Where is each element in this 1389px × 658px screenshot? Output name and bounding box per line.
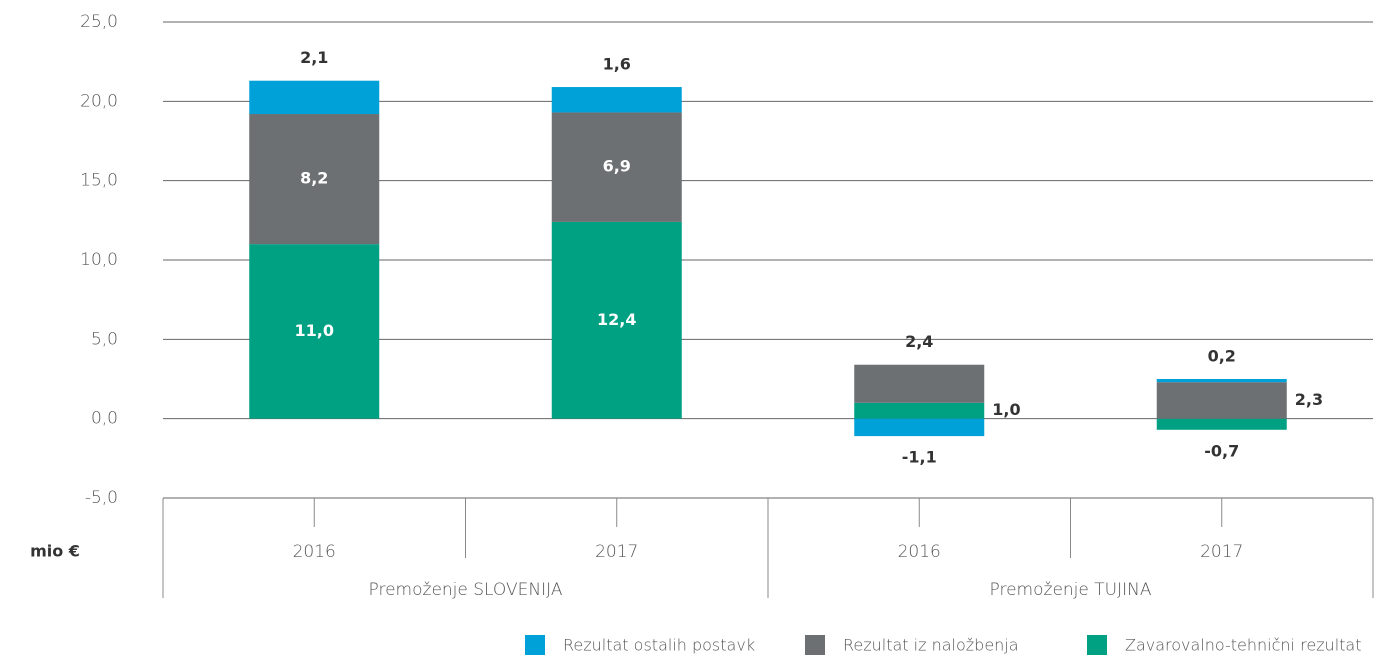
legend-swatch — [805, 635, 825, 655]
legend-swatch — [525, 635, 545, 655]
x-tick-label: 2017 — [595, 542, 638, 562]
bar-segment — [249, 80, 380, 115]
x-tick-label: 2016 — [898, 542, 941, 562]
group-label: Premoženje TUJINA — [990, 580, 1152, 600]
y-tick-label: 5,0 — [91, 329, 118, 349]
y-unit-label: mio € — [30, 542, 80, 561]
x-tick-label: 2017 — [1200, 542, 1243, 562]
data-label: 8,2 — [300, 169, 328, 188]
data-label: 2,3 — [1295, 390, 1323, 409]
y-tick-label: 15,0 — [80, 171, 118, 191]
data-label: 11,0 — [295, 321, 334, 340]
bar-segment — [1156, 379, 1287, 383]
bar-segment — [1156, 418, 1287, 430]
data-label: 0,2 — [1208, 347, 1236, 366]
legend-label: Zavarovalno-tehnični rezultat — [1125, 636, 1362, 655]
legend-label: Rezultat ostalih postavk — [563, 636, 755, 655]
y-tick-label: 20,0 — [80, 91, 118, 111]
y-tick-label: 10,0 — [80, 250, 118, 270]
y-tick-label: 25,0 — [80, 12, 118, 32]
x-tick-label: 2016 — [293, 542, 336, 562]
bar-segment — [551, 112, 682, 222]
data-label: -0,7 — [1204, 441, 1239, 460]
data-label: -1,1 — [902, 448, 937, 467]
legend-label: Rezultat iz naložbenja — [843, 636, 1019, 655]
group-label: Premoženje SLOVENIJA — [369, 580, 563, 600]
bar-segment — [854, 364, 985, 403]
y-tick-label: 0,0 — [91, 409, 118, 429]
data-label: 2,1 — [300, 48, 328, 67]
bar-segment — [249, 114, 380, 245]
data-label: 1,0 — [992, 400, 1020, 419]
y-tick-label: -5,0 — [85, 488, 118, 508]
data-label: 2,4 — [905, 332, 933, 351]
data-label: 12,4 — [597, 310, 636, 329]
bar-segment — [551, 221, 682, 419]
bar-segment — [249, 244, 380, 419]
data-label: 6,9 — [603, 157, 631, 176]
legend-swatch — [1087, 635, 1107, 655]
bar-segment — [1156, 382, 1287, 419]
bar-segment — [854, 402, 985, 419]
data-label: 1,6 — [603, 55, 631, 74]
bar-segment — [551, 87, 682, 113]
bar-segment — [854, 418, 985, 437]
